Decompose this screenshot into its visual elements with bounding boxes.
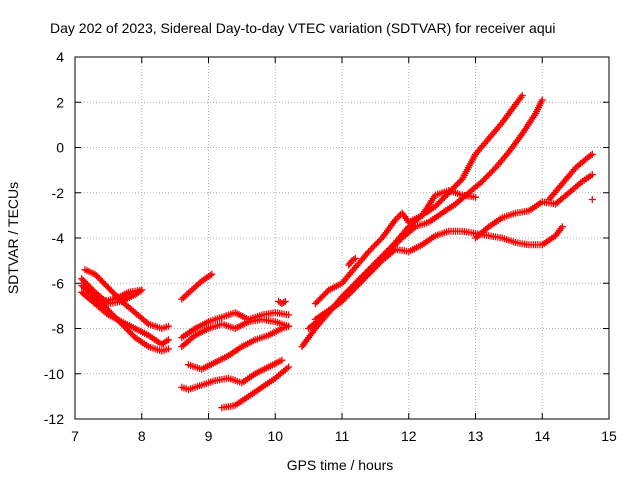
point-marks — [84, 286, 146, 305]
point-marks — [345, 254, 359, 269]
y-tick-label: 0 — [56, 140, 64, 156]
x-tick-label: 7 — [71, 428, 79, 444]
x-tick-label: 12 — [401, 428, 417, 444]
x-tick-label: 8 — [138, 428, 146, 444]
y-tick-label: 2 — [56, 94, 64, 110]
series-track-20 — [588, 196, 596, 203]
series-track-11 — [178, 270, 216, 303]
point-marks — [275, 297, 289, 308]
x-axis-label: GPS time / hours — [287, 457, 394, 473]
point-marks — [311, 223, 566, 323]
series-track-7 — [218, 363, 293, 412]
series-track-6 — [178, 356, 286, 394]
x-tick-label: 13 — [468, 428, 484, 444]
series-track-18 — [472, 171, 596, 242]
x-tick-label: 11 — [335, 428, 350, 444]
series-track-16 — [311, 187, 479, 308]
axis-ticks: 7 8 9 10 11 12 13 14 15 4 2 0 -2 -4 -6 -8 -10 -12 — [44, 49, 617, 444]
point-marks — [178, 309, 293, 342]
y-tick-label: -12 — [44, 411, 64, 427]
y-tick-label: -8 — [52, 321, 65, 337]
series-track-12 — [275, 297, 289, 308]
y-tick-label: 4 — [56, 49, 64, 65]
series-track-5 — [84, 286, 146, 305]
grid — [75, 57, 609, 419]
point-marks — [178, 270, 216, 303]
chart-title: Day 202 of 2023, Sidereal Day-to-day VTE… — [50, 20, 556, 36]
y-tick-label: -4 — [52, 230, 65, 246]
y-tick-label: -6 — [52, 275, 65, 291]
y-tick-label: -10 — [44, 366, 64, 382]
y-axis-label: SDTVAR / TECUs — [5, 182, 21, 294]
x-tick-label: 10 — [267, 428, 283, 444]
x-tick-label: 9 — [205, 428, 213, 444]
point-marks — [178, 356, 286, 394]
point-marks — [185, 322, 293, 373]
x-tick-label: 15 — [601, 428, 617, 444]
series-track-19 — [545, 150, 596, 203]
point-marks — [545, 150, 596, 203]
point-marks — [311, 187, 479, 308]
point-marks — [218, 363, 293, 412]
series-track-15 — [311, 223, 566, 323]
y-tick-label: -2 — [52, 185, 65, 201]
series-track-10 — [178, 309, 293, 342]
point-marks — [472, 171, 596, 242]
x-tick-label: 14 — [534, 428, 550, 444]
data-marks — [78, 92, 596, 412]
point-marks — [588, 196, 596, 203]
series-track-17 — [345, 254, 359, 269]
series-track-8 — [185, 322, 293, 373]
